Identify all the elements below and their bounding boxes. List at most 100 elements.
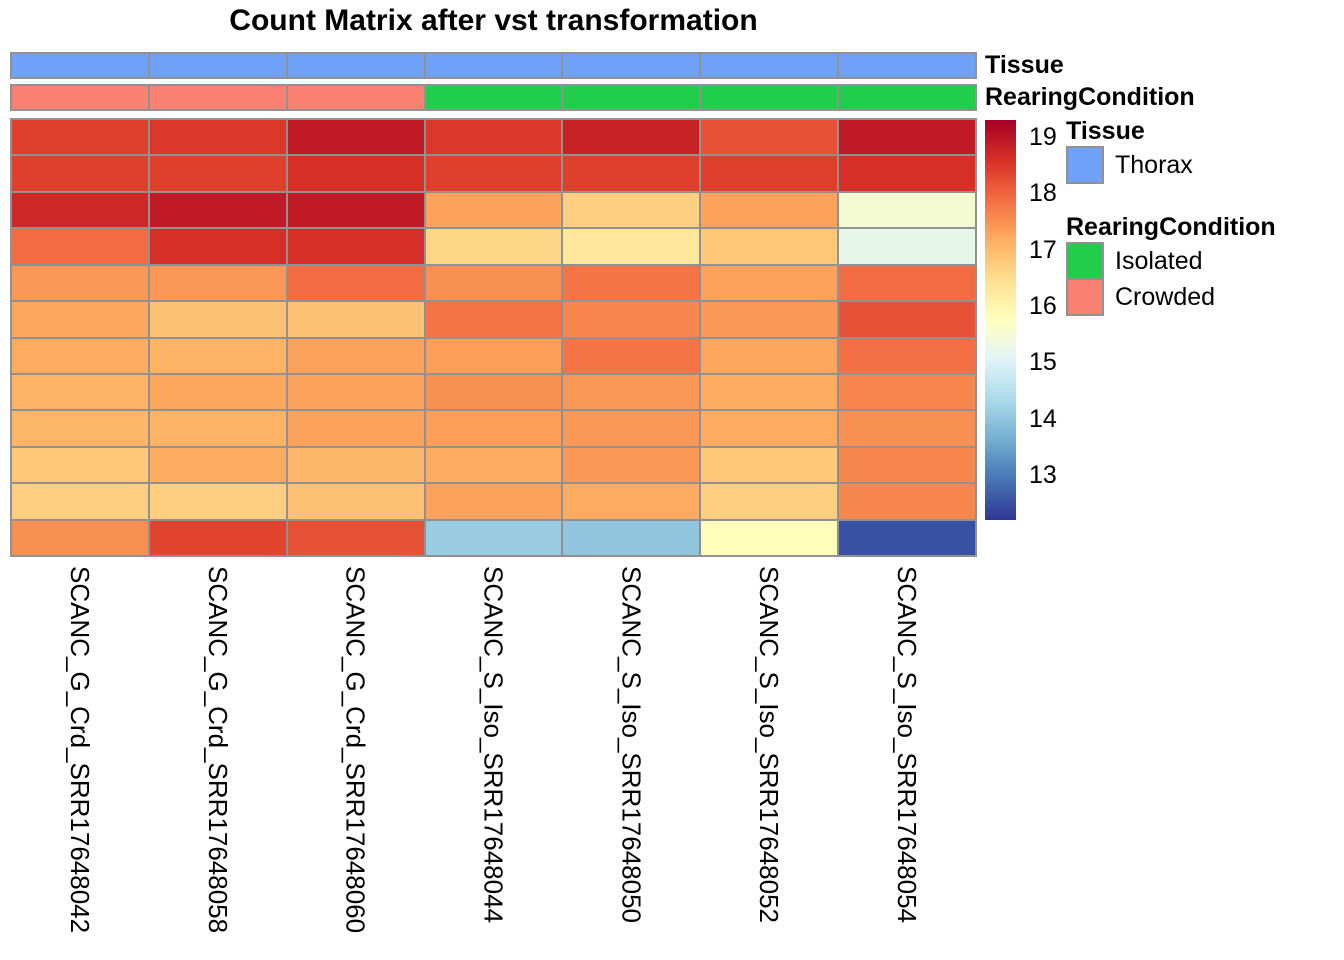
heatmap-cell <box>701 192 838 228</box>
heatmap-cell <box>149 302 286 337</box>
legend-item: Thorax <box>1066 146 1193 184</box>
heatmap-cell <box>839 265 975 301</box>
heatmap-cell <box>149 520 286 555</box>
heatmap-cell <box>287 229 424 264</box>
tissue-annotation-bar <box>10 52 977 79</box>
heatmap-cell <box>563 192 700 228</box>
heatmap-cell <box>425 120 562 155</box>
legend-item: Isolated <box>1066 242 1215 280</box>
colorbar-tick-label: 15 <box>1029 348 1057 377</box>
heatmap-cell <box>701 229 838 264</box>
heatmap-cell <box>425 302 562 337</box>
heatmap-cell <box>12 520 148 555</box>
heatmap-cell <box>839 120 975 155</box>
heatmap-cell <box>12 120 148 155</box>
legend-swatch <box>1066 278 1104 316</box>
heatmap-cell <box>149 156 286 191</box>
heatmap-cell <box>287 520 424 555</box>
column-label: SCANC_S_Iso_SRR17648054 <box>892 566 923 923</box>
heatmap-cell <box>563 411 700 446</box>
heatmap-cell <box>12 338 148 373</box>
heatmap-cell <box>12 156 148 191</box>
heatmap-grid <box>10 118 977 557</box>
heatmap-cell <box>563 156 700 191</box>
heatmap-cell <box>287 447 424 483</box>
heatmap-cell <box>563 120 700 155</box>
legend-label: Crowded <box>1115 282 1216 311</box>
heatmap-cell <box>12 229 148 264</box>
heatmap-cell <box>701 374 838 410</box>
heatmap-cell <box>425 156 562 191</box>
heatmap-cell <box>149 447 286 483</box>
legend-swatch <box>1066 242 1104 280</box>
heatmap-cell <box>701 520 838 555</box>
heatmap-cell <box>425 192 562 228</box>
heatmap-cell <box>701 302 838 337</box>
heatmap-cell <box>701 156 838 191</box>
heatmap-cell <box>287 265 424 301</box>
heatmap-cell <box>425 447 562 483</box>
tissue-annotation-cell <box>287 54 424 77</box>
heatmap-cell <box>839 302 975 337</box>
heatmap-cell <box>12 302 148 337</box>
heatmap-cell <box>563 338 700 373</box>
heatmap-cell <box>839 447 975 483</box>
tissue-annotation-cell <box>425 54 562 77</box>
heatmap-cell <box>563 374 700 410</box>
colorbar-gradient <box>985 120 1016 520</box>
tissue-annotation-cell <box>839 54 975 77</box>
heatmap-cell <box>425 411 562 446</box>
heatmap-cell <box>149 265 286 301</box>
legend-tissue-header: Tissue <box>1066 117 1145 145</box>
heatmap-cell <box>149 120 286 155</box>
rearing-annotation-cell <box>563 86 700 109</box>
heatmap-cell <box>12 374 148 410</box>
colorbar-tick-label: 17 <box>1029 235 1057 264</box>
heatmap-cell <box>287 484 424 519</box>
chart-title: Count Matrix after vst transformation <box>229 4 758 37</box>
rearing-annotation-cell <box>839 86 975 109</box>
legend-tissue-items: Thorax <box>1066 146 1193 184</box>
heatmap-cell <box>563 484 700 519</box>
heatmap-cell <box>287 192 424 228</box>
heatmap-cell <box>701 265 838 301</box>
column-label: SCANC_S_Iso_SRR17648050 <box>616 566 647 923</box>
heatmap-cell <box>12 192 148 228</box>
tissue-annotation-label: Tissue <box>985 51 1064 79</box>
heatmap-cell <box>149 229 286 264</box>
colorbar-tick-label: 18 <box>1029 179 1057 208</box>
heatmap-cell <box>839 520 975 555</box>
heatmap-cell <box>839 338 975 373</box>
column-label: SCANC_G_Crd_SRR17648042 <box>64 566 95 934</box>
heatmap-cell <box>287 411 424 446</box>
heatmap-cell <box>839 156 975 191</box>
heatmap-cell <box>287 156 424 191</box>
heatmap-cell <box>563 447 700 483</box>
heatmap-cell <box>12 265 148 301</box>
rearing-annotation-cell <box>701 86 838 109</box>
heatmap-cell <box>839 411 975 446</box>
column-label: SCANC_G_Crd_SRR17648060 <box>340 566 371 934</box>
heatmap-cell <box>701 484 838 519</box>
tissue-annotation-cell <box>701 54 838 77</box>
colorbar-tick-label: 19 <box>1029 122 1057 151</box>
legend-swatch <box>1066 146 1104 184</box>
heatmap-cell <box>563 302 700 337</box>
heatmap-cell <box>149 374 286 410</box>
heatmap-cell <box>287 302 424 337</box>
heatmap-cell <box>425 374 562 410</box>
heatmap-cell <box>425 520 562 555</box>
heatmap-cell <box>149 338 286 373</box>
heatmap-cell <box>839 229 975 264</box>
tissue-annotation-cell <box>563 54 700 77</box>
heatmap-cell <box>425 229 562 264</box>
rearing-annotation-cell <box>287 86 424 109</box>
legend-rearing-condition-items: Isolated Crowded <box>1066 242 1215 316</box>
legend-label: Isolated <box>1115 246 1203 275</box>
heatmap-cell <box>425 265 562 301</box>
heatmap-cell <box>701 338 838 373</box>
heatmap-cell <box>563 229 700 264</box>
heatmap-cell <box>12 447 148 483</box>
colorbar-tick-label: 16 <box>1029 291 1057 320</box>
